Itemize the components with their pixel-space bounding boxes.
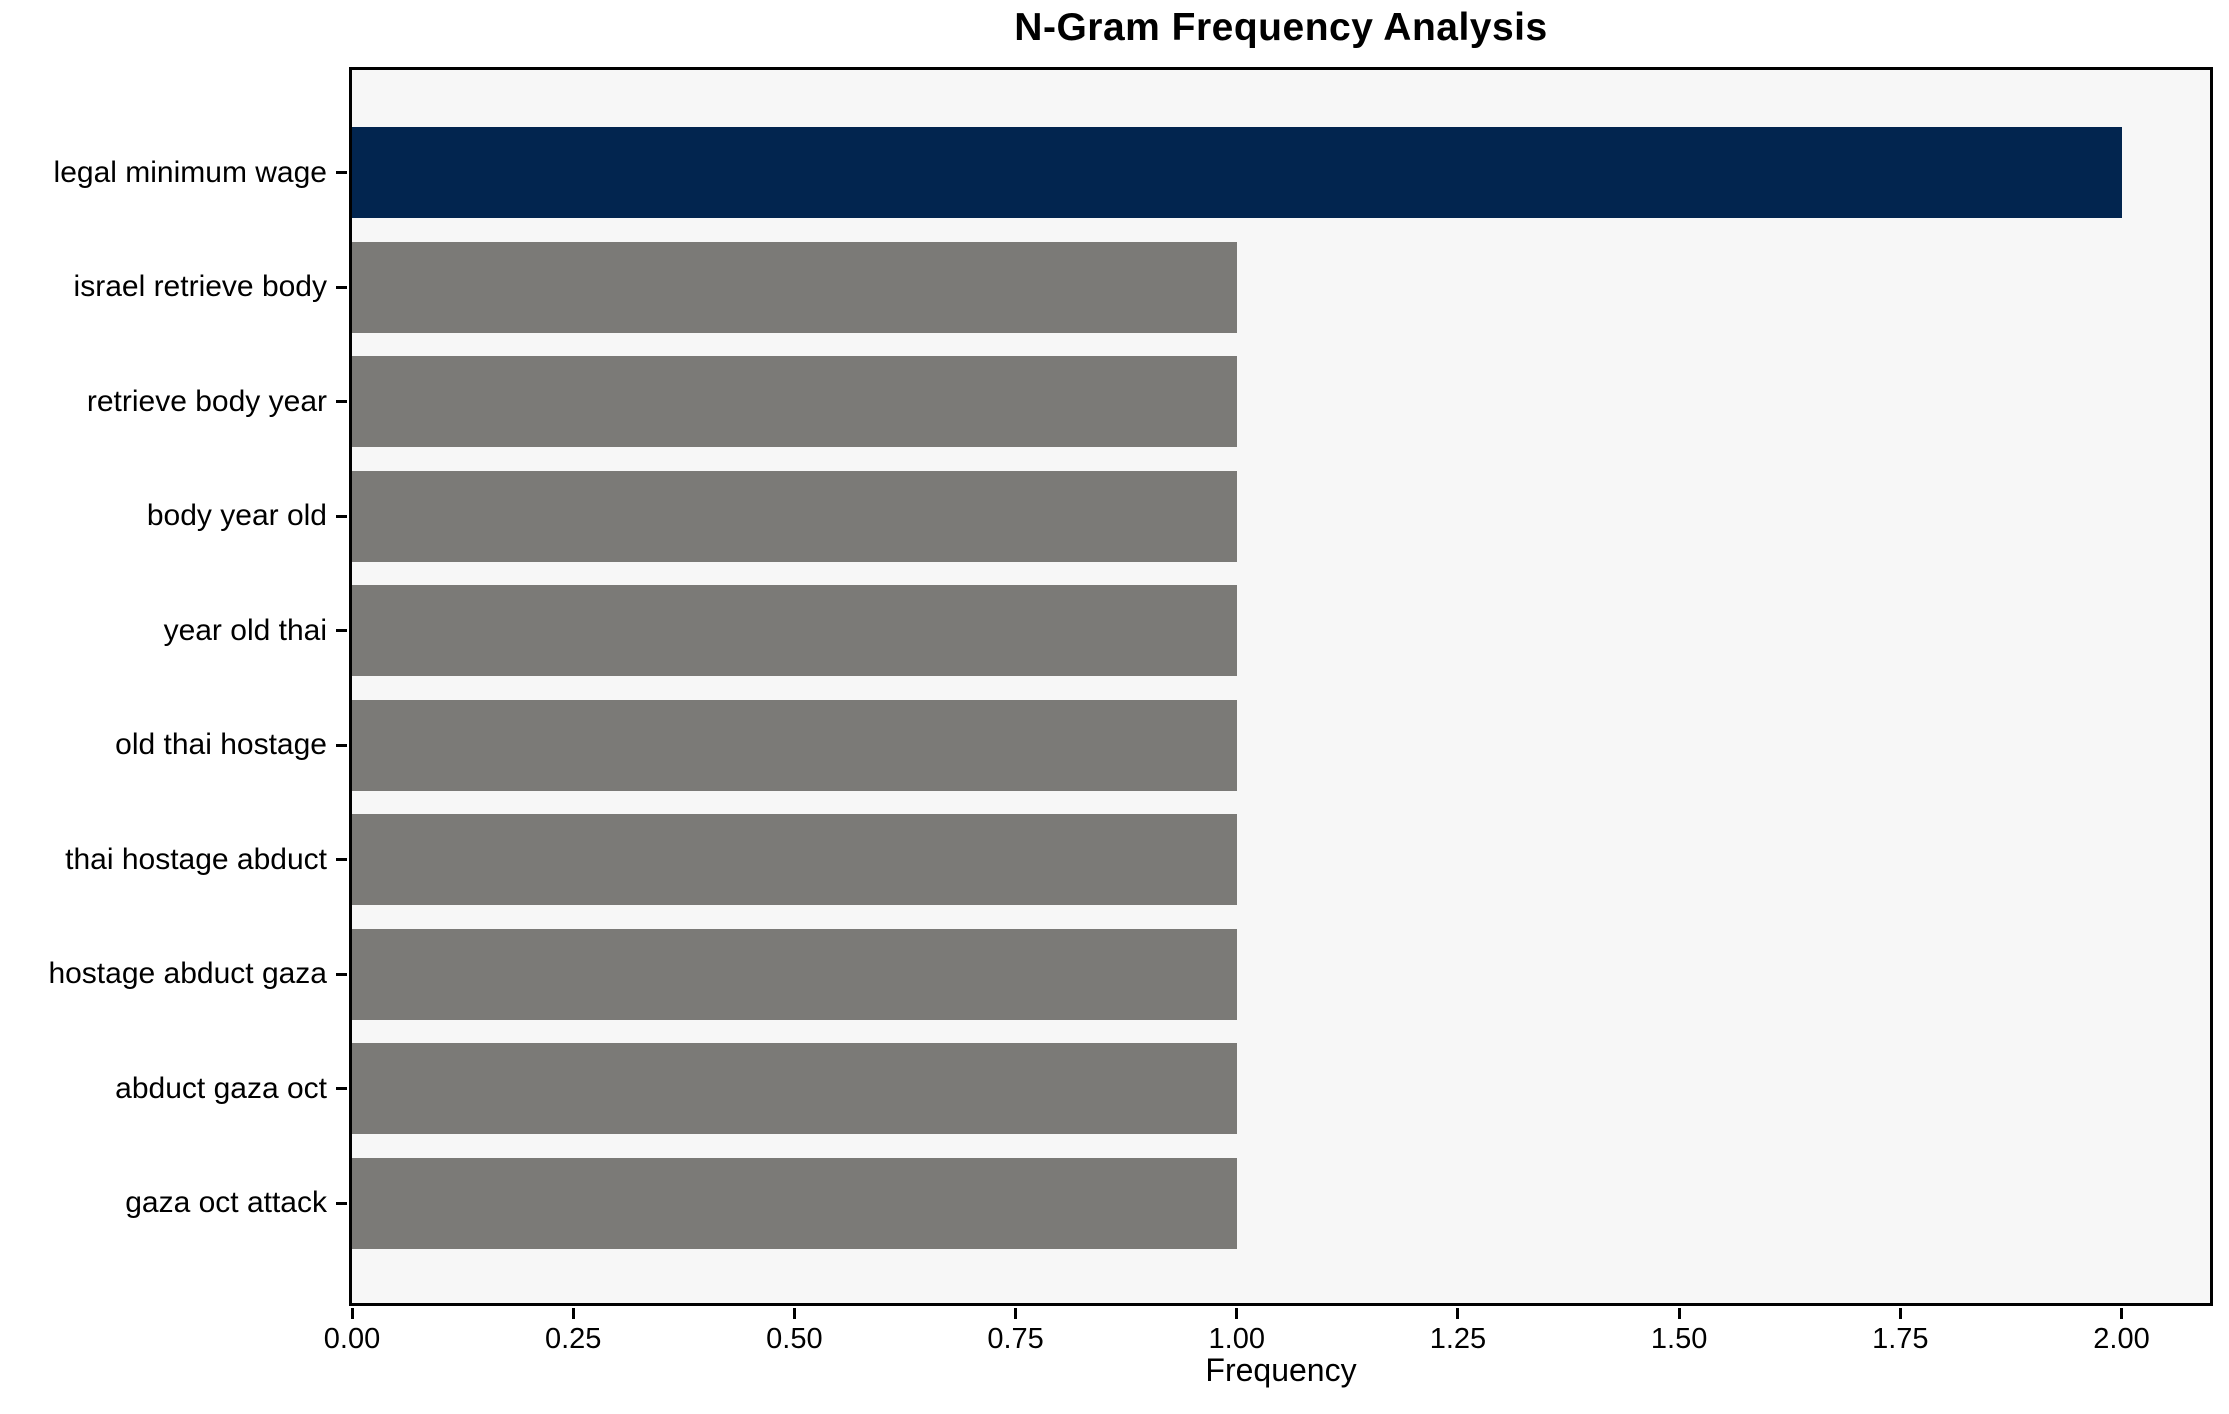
bar [352,127,2122,218]
x-tick-mark [1235,1308,1239,1319]
bar [352,356,1237,447]
x-tick-mark [2120,1308,2124,1319]
y-tick-mark [336,1201,347,1205]
x-tick-label: 0.25 [544,1323,602,1355]
y-tick-mark [336,285,347,289]
x-axis-label: Frequency [1205,1352,1357,1388]
bar [352,585,1237,676]
y-tick-label: abduct gaza oct [115,1071,327,1105]
y-tick-label: old thai hostage [115,728,327,761]
y-tick-mark [336,171,347,174]
x-tick-label: 0.00 [323,1323,381,1355]
y-tick-label: hostage abduct gaza [48,957,327,990]
y-tick-mark [336,400,347,403]
x-tick-mark [1677,1308,1681,1319]
plot-area: legal minimum wage israel retrieve body re… [48,67,2213,1355]
x-tick-label: 1.00 [1208,1323,1265,1355]
x-tick-mark [792,1308,796,1319]
y-tick-mark [336,858,347,861]
x-tick-label: 1.50 [1650,1323,1708,1355]
x-tick-label: 0.75 [987,1323,1044,1355]
y-tick-label: body year old [146,499,327,532]
bar [352,241,1237,333]
y-tick-mark [336,1087,347,1090]
x-tick-label: 2.00 [2093,1323,2150,1355]
x-tick-label: 1.25 [1429,1323,1487,1355]
y-tick-label: retrieve body year [86,384,327,418]
bar [352,1157,1237,1249]
y-tick-mark [336,972,347,976]
x-tick-mark [1014,1308,1018,1319]
x-tick-label: 1.75 [1872,1323,1929,1355]
chart-title: N-Gram Frequency Analysis [1014,6,1548,49]
bar [352,1043,1237,1134]
bar [352,928,1237,1020]
y-tick-mark [336,743,347,747]
x-tick-label: 0.50 [766,1323,823,1355]
y-tick-label: year old thai [163,613,327,647]
y-tick-mark [336,514,347,518]
x-tick-mark [350,1308,354,1319]
y-tick-label: gaza oct attack [125,1186,327,1219]
bar [352,814,1237,905]
bar [352,699,1237,791]
y-tick-label: legal minimum wage [53,155,327,189]
x-tick-mark [571,1308,575,1319]
x-tick-mark [1456,1308,1460,1319]
bar [352,470,1237,562]
y-tick-mark [336,629,347,632]
x-tick-mark [1898,1308,1902,1319]
y-tick-label: israel retrieve body [73,270,327,303]
y-tick-label: thai hostage abduct [65,842,327,876]
